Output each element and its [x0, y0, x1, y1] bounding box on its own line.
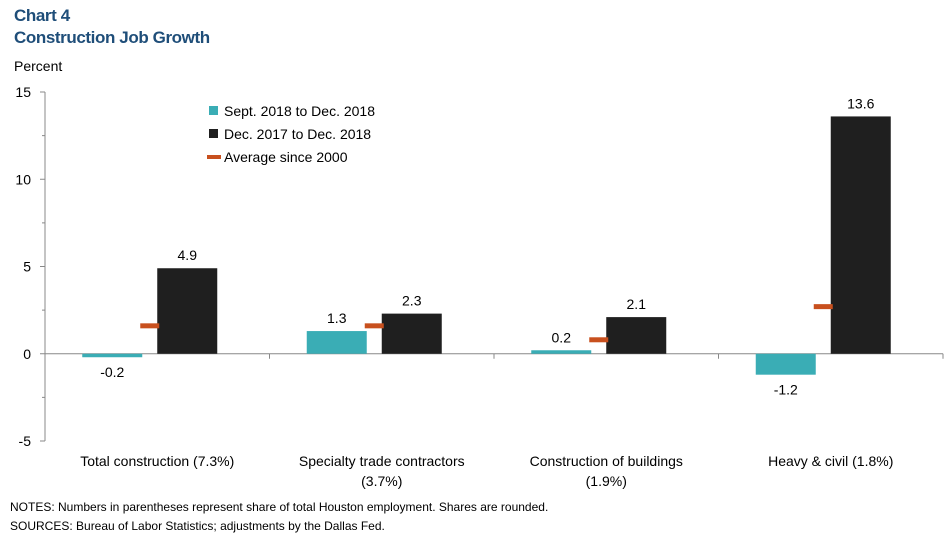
legend-swatch [207, 155, 221, 159]
data-label: 4.9 [178, 247, 198, 263]
bar-dec-2017-dec-2018 [157, 268, 218, 354]
bar-sept-dec-2018 [82, 353, 143, 358]
data-label: 2.3 [402, 293, 422, 309]
notes-text: NOTES: Numbers in parentheses represent … [10, 500, 549, 514]
chart-title: Construction Job Growth [14, 28, 210, 47]
category-label: (1.9%) [586, 473, 627, 489]
legend-swatch [209, 129, 218, 138]
bar-dec-2017-dec-2018 [830, 116, 891, 354]
data-label: 2.1 [627, 296, 647, 312]
category-label: Total construction (7.3%) [80, 453, 234, 469]
average-since-2000-marker [140, 323, 160, 329]
data-label: 0.2 [552, 329, 572, 345]
bar-dec-2017-dec-2018 [381, 313, 442, 354]
legend-swatch [209, 106, 218, 115]
y-tick-label: 5 [23, 259, 31, 275]
average-since-2000-marker [589, 337, 609, 343]
data-label: 13.6 [847, 95, 874, 111]
average-since-2000-marker [364, 323, 384, 329]
sources-text: SOURCES: Bureau of Labor Statistics; adj… [10, 519, 385, 533]
y-tick-label: 10 [15, 171, 31, 187]
y-tick-label: 15 [15, 84, 31, 100]
category-label: Construction of buildings [530, 453, 683, 469]
data-label: -0.2 [100, 364, 124, 380]
y-axis-unit-label: Percent [14, 58, 63, 74]
category-label: Heavy & civil (1.8%) [768, 453, 893, 469]
legend-label: Sept. 2018 to Dec. 2018 [224, 103, 375, 119]
legend-label: Average since 2000 [224, 149, 348, 165]
category-label: Specialty trade contractors [299, 453, 465, 469]
y-tick-label: -5 [19, 433, 32, 449]
bar-chart: -5 0 5 10 15 -0.2 4.9 Total construction (7.3%)… [15, 84, 944, 489]
bar-sept-dec-2018 [306, 331, 367, 354]
y-tick-label: 0 [23, 346, 31, 362]
bar-sept-dec-2018 [755, 353, 816, 375]
category-label: (3.7%) [361, 473, 402, 489]
bar-sept-dec-2018 [531, 350, 592, 354]
data-label: 1.3 [327, 310, 347, 326]
legend-label: Dec. 2017 to Dec. 2018 [224, 126, 371, 142]
average-since-2000-marker [813, 304, 833, 310]
chart-number: Chart 4 [14, 6, 70, 25]
bar-dec-2017-dec-2018 [606, 317, 667, 354]
data-label: -1.2 [774, 382, 798, 398]
